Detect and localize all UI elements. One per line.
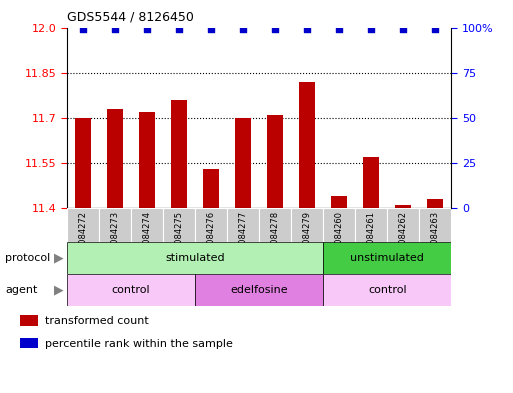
Point: [399, 26, 407, 33]
Point: [239, 26, 247, 33]
Text: GSM1084276: GSM1084276: [206, 211, 215, 267]
Point: [367, 26, 376, 33]
Bar: [67, 208, 98, 242]
Text: stimulated: stimulated: [165, 253, 225, 263]
Text: percentile rank within the sample: percentile rank within the sample: [45, 338, 233, 349]
Point: [143, 26, 151, 33]
Text: transformed count: transformed count: [45, 316, 149, 326]
Bar: [331, 196, 347, 208]
Text: GSM1084278: GSM1084278: [270, 211, 280, 267]
Bar: [195, 274, 323, 306]
Text: protocol: protocol: [5, 253, 50, 263]
Bar: [291, 208, 323, 242]
Point: [303, 26, 311, 33]
Bar: [323, 274, 451, 306]
Bar: [67, 242, 323, 274]
Bar: [420, 208, 451, 242]
Text: GSM1084277: GSM1084277: [239, 211, 248, 267]
Bar: [363, 157, 379, 208]
Bar: [75, 118, 91, 208]
Bar: [163, 208, 195, 242]
Point: [175, 26, 183, 33]
Text: control: control: [368, 285, 407, 295]
Text: GSM1084279: GSM1084279: [303, 211, 312, 267]
Point: [431, 26, 440, 33]
Bar: [20, 338, 38, 348]
Text: GSM1084272: GSM1084272: [78, 211, 87, 267]
Text: control: control: [111, 285, 150, 295]
Bar: [139, 112, 155, 208]
Text: GSM1084262: GSM1084262: [399, 211, 408, 267]
Bar: [98, 208, 131, 242]
Text: GSM1084263: GSM1084263: [431, 211, 440, 267]
Bar: [171, 100, 187, 208]
Bar: [131, 208, 163, 242]
Bar: [259, 208, 291, 242]
Bar: [427, 199, 443, 208]
Bar: [107, 109, 123, 208]
Text: GSM1084273: GSM1084273: [110, 211, 120, 267]
Bar: [20, 315, 38, 326]
Bar: [267, 115, 283, 208]
Text: GDS5544 / 8126450: GDS5544 / 8126450: [67, 11, 193, 24]
Point: [271, 26, 279, 33]
Text: ▶: ▶: [54, 283, 64, 297]
Point: [335, 26, 343, 33]
Bar: [355, 208, 387, 242]
Text: edelfosine: edelfosine: [230, 285, 288, 295]
Bar: [227, 208, 259, 242]
Text: ▶: ▶: [54, 251, 64, 264]
Bar: [299, 82, 315, 208]
Bar: [323, 242, 451, 274]
Bar: [387, 208, 420, 242]
Text: GSM1084260: GSM1084260: [334, 211, 344, 267]
Text: unstimulated: unstimulated: [350, 253, 424, 263]
Text: GSM1084274: GSM1084274: [142, 211, 151, 267]
Point: [78, 26, 87, 33]
Point: [207, 26, 215, 33]
Bar: [203, 169, 219, 208]
Bar: [195, 208, 227, 242]
Bar: [67, 274, 195, 306]
Bar: [323, 208, 355, 242]
Text: agent: agent: [5, 285, 37, 295]
Bar: [235, 118, 251, 208]
Bar: [396, 205, 411, 208]
Text: GSM1084261: GSM1084261: [367, 211, 376, 267]
Text: GSM1084275: GSM1084275: [174, 211, 184, 267]
Point: [111, 26, 119, 33]
